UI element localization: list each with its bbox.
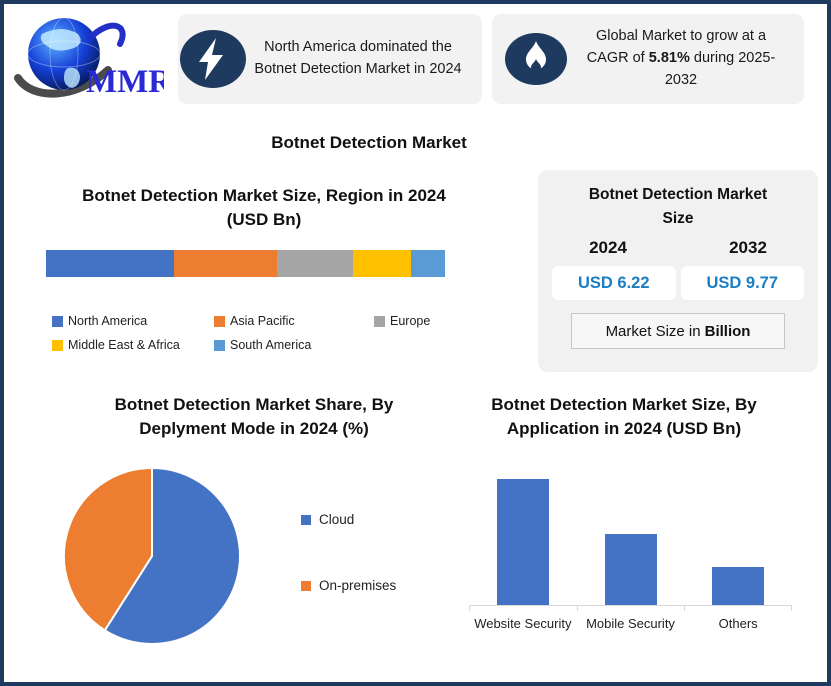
market-size-panel: Botnet Detection Market Size 2024 2032 U… (538, 170, 818, 372)
segment-middle-east-africa (353, 250, 412, 277)
legend-item-north-america: North America (52, 314, 214, 328)
highlight-text-1: North America dominated the Botnet Detec… (254, 39, 462, 77)
legend-label: Asia Pacific (230, 314, 295, 328)
logo-text: MMR (86, 64, 164, 100)
bar-cell (469, 479, 577, 605)
application-chart-title: Botnet Detection Market Size, By Applica… (459, 393, 789, 441)
mmr-logo: MMR (14, 17, 164, 100)
segment-north-america (46, 250, 174, 277)
legend-marker-icon (52, 315, 63, 327)
note-prefix: Market Size in (605, 322, 701, 340)
highlight-card-cagr: Global Market to grow at a CAGR of 5.81%… (492, 14, 804, 104)
region-stacked-bar (46, 250, 445, 277)
cagr-text-prefix: Global Market to grow at a CAGR of (586, 28, 767, 67)
legend-label: Cloud (319, 512, 355, 527)
application-axis-labels: Website Security Mobile Security Others (469, 616, 792, 631)
legend-label: South America (230, 338, 312, 352)
market-value-2024: USD 6.22 (552, 266, 676, 301)
logo-blue-swoosh (87, 22, 126, 47)
segment-south-america (411, 250, 445, 277)
legend-item-asia-pacific: Asia Pacific (214, 314, 374, 328)
legend-marker-icon (301, 514, 311, 525)
deployment-pie-chart (62, 466, 241, 645)
pie-chart-title-line1: Botnet Detection Market Share, By (114, 395, 394, 414)
region-chart-title-line1: Botnet Detection Market Size, Region in … (82, 186, 446, 205)
pie-slice-on-premises (62, 466, 153, 632)
legend-marker-icon (214, 339, 225, 351)
bar-website-security (496, 479, 549, 605)
axis-label-website-security: Website Security (474, 616, 572, 631)
page-title: Botnet Detection Market (271, 133, 467, 152)
legend-marker-icon (301, 580, 311, 591)
cagr-text-suffix: during 2025-2032 (664, 50, 776, 88)
legend-label: Middle East & Africa (68, 338, 180, 352)
legend-label: On-premises (319, 578, 397, 593)
legend-item-europe: Europe (374, 314, 472, 328)
axis-tick (576, 606, 578, 611)
highlight-text-2: Global Market to grow at a CAGR of 5.81%… (569, 26, 801, 91)
application-chart-title-line2: Application in 2024 (USD Bn) (506, 419, 742, 438)
application-chart-title-line1: Botnet Detection Market Size, By (491, 395, 757, 414)
bar-others (712, 567, 765, 605)
note-unit: Billion (704, 322, 751, 340)
highlight-card-north-america: North America dominated the Botnet Detec… (178, 14, 482, 104)
pie-slice-cloud (103, 466, 241, 645)
flame-icon (505, 33, 567, 85)
segment-asia-pacific (173, 250, 278, 277)
pie-chart-title: Botnet Detection Market Share, By Deplym… (54, 393, 454, 441)
legend-item-middle-east-africa: Middle East & Africa (52, 338, 214, 352)
application-bar-chart (469, 479, 792, 611)
legend-label: Europe (390, 314, 431, 328)
lightning-bolt-icon (180, 30, 246, 88)
legend-item-cloud: Cloud (301, 512, 354, 527)
legend-marker-icon (374, 315, 385, 327)
region-legend: North America Asia Pacific Europe Middle… (52, 314, 472, 352)
axis-tick (791, 606, 792, 611)
legend-item-on-premises: On-premises (301, 578, 396, 593)
pie-chart-title-line2: Deplyment Mode in 2024 (%) (139, 419, 369, 438)
years-row: 2024 2032 (538, 238, 818, 258)
year-2024: 2024 (589, 238, 627, 258)
values-row: USD 6.22 USD 9.77 (538, 266, 818, 301)
bar-cell (684, 567, 792, 605)
market-value-2032: USD 9.77 (680, 266, 804, 301)
globe-icon (27, 17, 101, 91)
year-2032: 2032 (729, 238, 767, 258)
axis-tick (469, 606, 470, 611)
region-chart-title-line2: (USD Bn) (226, 210, 302, 229)
region-chart-title: Botnet Detection Market Size, Region in … (44, 184, 484, 232)
logo-swoosh (14, 66, 112, 98)
axis-label-others: Others (718, 616, 758, 631)
axis-label-mobile-security: Mobile Security (586, 616, 675, 631)
segment-europe (277, 250, 354, 277)
legend-marker-icon (52, 339, 63, 351)
legend-marker-icon (214, 315, 225, 327)
legend-label: North America (68, 314, 148, 328)
market-size-panel-title: Botnet Detection Market Size (588, 186, 768, 228)
bar-mobile-security (604, 534, 657, 605)
bar-cell (577, 534, 685, 605)
axis-tick (684, 606, 686, 611)
cagr-value: 5.81% (648, 50, 690, 67)
legend-item-south-america: South America (214, 338, 374, 352)
market-size-note: Market Size in Billion (571, 313, 785, 350)
